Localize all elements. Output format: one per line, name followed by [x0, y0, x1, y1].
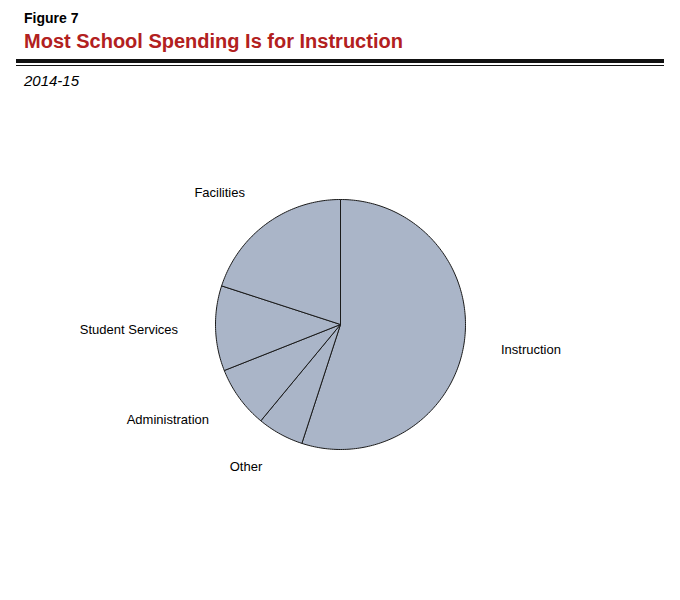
svg-text:Facilities: Facilities: [194, 185, 245, 200]
svg-text:Administration: Administration: [127, 412, 209, 427]
svg-text:Student Services: Student Services: [80, 322, 179, 337]
html-text:2014-15: 2014-15: [24, 72, 80, 89]
html-text:Figure 7: Figure 7: [24, 10, 79, 26]
svg-text:Other: Other: [230, 459, 263, 474]
svg-text:Instruction: Instruction: [501, 342, 561, 357]
html-text:Most School Spending Is for In: Most School Spending Is for Instruction: [24, 30, 403, 52]
